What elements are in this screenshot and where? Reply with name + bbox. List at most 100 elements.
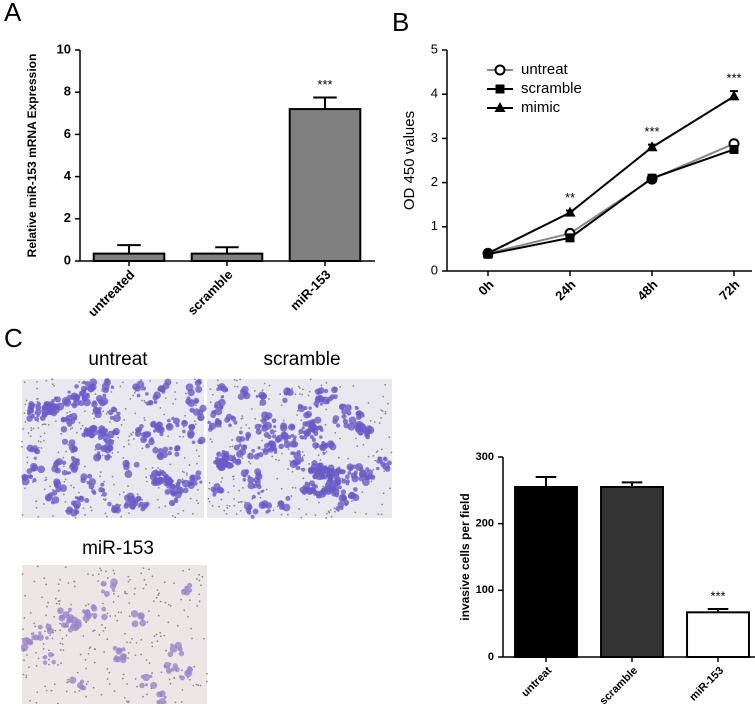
cell-dot [114,615,117,617]
cell-dot [195,578,198,580]
cell-blob [140,506,146,512]
cell-dot [134,654,137,657]
bar [190,252,264,263]
cell-dot [298,393,301,395]
cell-dot [389,487,391,490]
point [729,144,739,154]
cell-dot [62,493,65,496]
cell-dot [36,565,39,568]
cell-blob [247,475,251,479]
cell-blob [56,607,64,614]
cell-blob [342,418,349,425]
cell-blob [338,404,345,411]
cell-blob [48,409,53,414]
cell-dot [24,403,27,406]
cell-dot [192,684,195,687]
cell-dot [384,410,387,413]
cell-blob [359,470,367,479]
cell-blob [105,379,110,384]
cell-blob [290,433,295,438]
cell-dot [198,455,200,458]
cell-dot [325,517,328,519]
cell-blob [292,437,297,442]
cell-dot [100,569,103,572]
cell-blob [263,431,270,438]
cell-dot [367,455,370,458]
cell-dot [82,635,85,637]
cell-dot [73,580,76,583]
cell-dot [231,439,233,441]
cell-dot [337,456,340,459]
cell-dot [233,378,236,381]
cell-blob [219,405,224,409]
cell-dot [128,602,131,604]
cell-blob [290,451,294,456]
cell-dot [39,441,42,443]
cell-dot [174,701,177,704]
cell-blob [82,380,87,385]
cell-dot [159,635,162,638]
cell-dot [383,470,386,473]
cell-dot [58,589,60,592]
cell-blob [347,465,354,472]
cell-dot [133,391,136,394]
cell-blob [67,390,71,394]
cell-dot [57,664,59,666]
cell-dot [188,599,191,602]
cell-blob [118,647,123,653]
cell-dot [55,602,58,605]
cell-dot [44,423,47,426]
cell-dot [334,432,337,434]
cell-blob [38,631,42,635]
cell-blob [182,487,189,494]
cell-blob [171,416,175,421]
legend-marker [495,84,505,94]
cell-dot [120,611,123,614]
cell-dot [70,484,73,487]
cell-dot [90,509,93,512]
cell-dot [88,647,91,650]
cell-dot [126,592,128,595]
cell-dot [40,447,43,449]
bar [514,486,578,658]
cell-blob [220,457,226,463]
cell-blob [241,385,249,394]
cell-dot [157,614,160,617]
cell-dot [201,575,204,578]
cell-blob [101,613,108,621]
cell-blob [314,416,322,424]
cell-blob [131,620,139,628]
cell-dot [106,612,109,615]
cell-dot [327,510,330,513]
cell-blob [114,506,121,514]
cell-dot [190,627,192,630]
cell-blob [94,443,102,451]
cell-blob [70,623,76,628]
cell-dot [276,505,279,508]
cell-blob [355,463,364,472]
cell-dot [171,514,174,517]
cell-dot [226,507,229,509]
cell-dot [193,378,196,381]
cell-dot [128,512,130,514]
cell-dot [175,382,178,384]
cell-dot [127,485,129,488]
cell-dot [155,596,158,599]
cell-dot [74,516,77,519]
cell-blob [153,400,158,404]
cell-blob [140,436,148,444]
cell-dot [158,506,161,509]
cell-blob [240,469,249,477]
cell-blob [285,495,291,501]
cell-blob [261,425,268,432]
cell-dot [220,498,223,501]
cell-dot [151,575,154,578]
cell-dot [365,512,368,515]
cell-dot [239,500,242,503]
cell-dot [300,516,303,519]
cell-dot [261,389,264,392]
y-tick-label: 5 [431,41,438,56]
cell-blob [102,393,107,398]
cell-dot [388,436,391,439]
cell-dot [374,459,377,462]
